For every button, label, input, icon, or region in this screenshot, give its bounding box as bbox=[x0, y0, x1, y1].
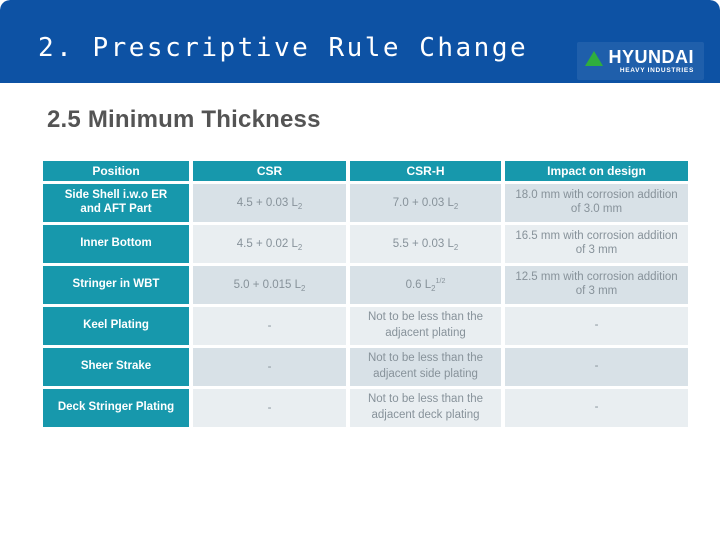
section-heading: 2.5 Minimum Thickness bbox=[47, 106, 321, 133]
minimum-thickness-table: Position CSR CSR-H Impact on design Side… bbox=[43, 161, 688, 427]
column-header-csr: CSR bbox=[193, 161, 346, 181]
column-header-csrh: CSR-H bbox=[350, 161, 501, 181]
row-position: Inner Bottom bbox=[43, 225, 189, 263]
csr-value: 5.0 + 0.015 L2 bbox=[193, 266, 346, 304]
column-header-position: Position bbox=[43, 161, 189, 181]
csr-value: - bbox=[193, 348, 346, 386]
row-position: Keel Plating bbox=[43, 307, 189, 345]
impact-value: - bbox=[505, 307, 688, 345]
impact-value: 16.5 mm with corrosion addition of 3 mm bbox=[505, 225, 688, 263]
logo-text-block: HYUNDAI HEAVY INDUSTRIES bbox=[608, 48, 694, 75]
slide-title: 2. Prescriptive Rule Change bbox=[38, 33, 529, 63]
csrh-value: 7.0 + 0.03 L2 bbox=[350, 184, 501, 222]
csr-value: - bbox=[193, 307, 346, 345]
slide-header-band: 2. Prescriptive Rule Change HYUNDAI HEAV… bbox=[0, 0, 720, 83]
hyundai-triangle-icon bbox=[585, 50, 604, 66]
row-position: Stringer in WBT bbox=[43, 266, 189, 304]
csrh-value: Not to be less than the adjacent side pl… bbox=[350, 348, 501, 386]
impact-value: - bbox=[505, 389, 688, 427]
csr-value: 4.5 + 0.02 L2 bbox=[193, 225, 346, 263]
csrh-value: Not to be less than the adjacent plating bbox=[350, 307, 501, 345]
column-header-impact: Impact on design bbox=[505, 161, 688, 181]
csrh-value: 0.6 L21/2 bbox=[350, 266, 501, 304]
impact-value: 12.5 mm with corrosion addition of 3 mm bbox=[505, 266, 688, 304]
csrh-value: 5.5 + 0.03 L2 bbox=[350, 225, 501, 263]
csrh-value: Not to be less than the adjacent deck pl… bbox=[350, 389, 501, 427]
csr-value: - bbox=[193, 389, 346, 427]
impact-value: 18.0 mm with corrosion addition of 3.0 m… bbox=[505, 184, 688, 222]
logo-subtitle-text: HEAVY INDUSTRIES bbox=[619, 67, 694, 74]
logo-brand-text: HYUNDAI bbox=[608, 47, 694, 67]
row-position: Side Shell i.w.o ER and AFT Part bbox=[43, 184, 189, 222]
csr-value: 4.5 + 0.03 L2 bbox=[193, 184, 346, 222]
row-position: Sheer Strake bbox=[43, 348, 189, 386]
hyundai-logo: HYUNDAI HEAVY INDUSTRIES bbox=[577, 42, 704, 80]
impact-value: - bbox=[505, 348, 688, 386]
row-position: Deck Stringer Plating bbox=[43, 389, 189, 427]
